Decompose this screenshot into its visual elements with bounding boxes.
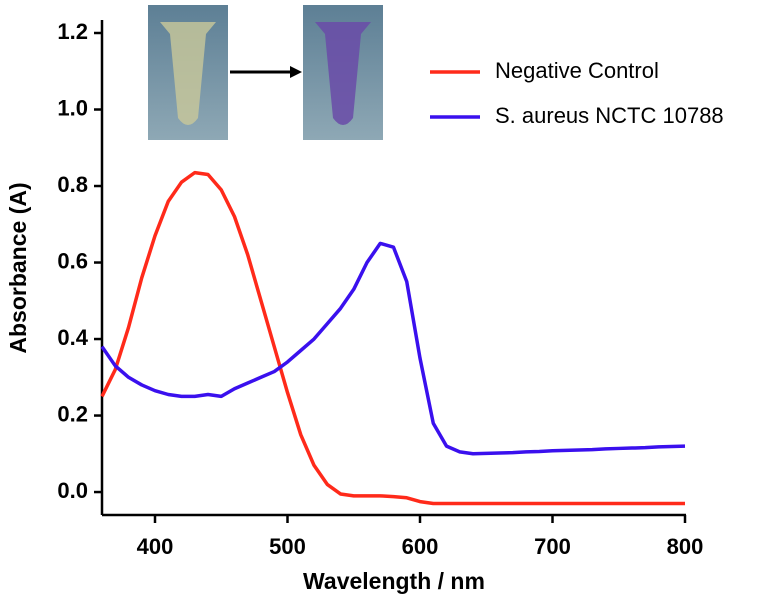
y-axis-title: Absorbance (A) <box>5 182 31 353</box>
legend-label: Negative Control <box>495 58 659 83</box>
legend-label: S. aureus NCTC 10788 <box>495 103 724 128</box>
y-tick-label: 0.2 <box>57 401 88 426</box>
y-tick-label: 0.0 <box>57 478 88 503</box>
x-axis-title: Wavelength / nm <box>303 568 485 594</box>
y-tick-label: 1.0 <box>57 95 88 120</box>
y-tick-label: 1.2 <box>57 19 88 44</box>
x-tick-label: 400 <box>137 534 174 559</box>
x-tick-label: 800 <box>667 534 704 559</box>
y-tick-label: 0.8 <box>57 172 88 197</box>
arrow-head <box>290 66 302 78</box>
data-line <box>100 241 686 456</box>
x-tick-label: 600 <box>402 534 439 559</box>
x-tick-label: 500 <box>269 534 306 559</box>
y-tick-label: 0.4 <box>57 325 88 350</box>
y-tick-label: 0.6 <box>57 248 88 273</box>
data-line <box>100 170 685 506</box>
tube <box>315 22 371 125</box>
x-tick-label: 700 <box>534 534 571 559</box>
tube <box>160 22 216 125</box>
